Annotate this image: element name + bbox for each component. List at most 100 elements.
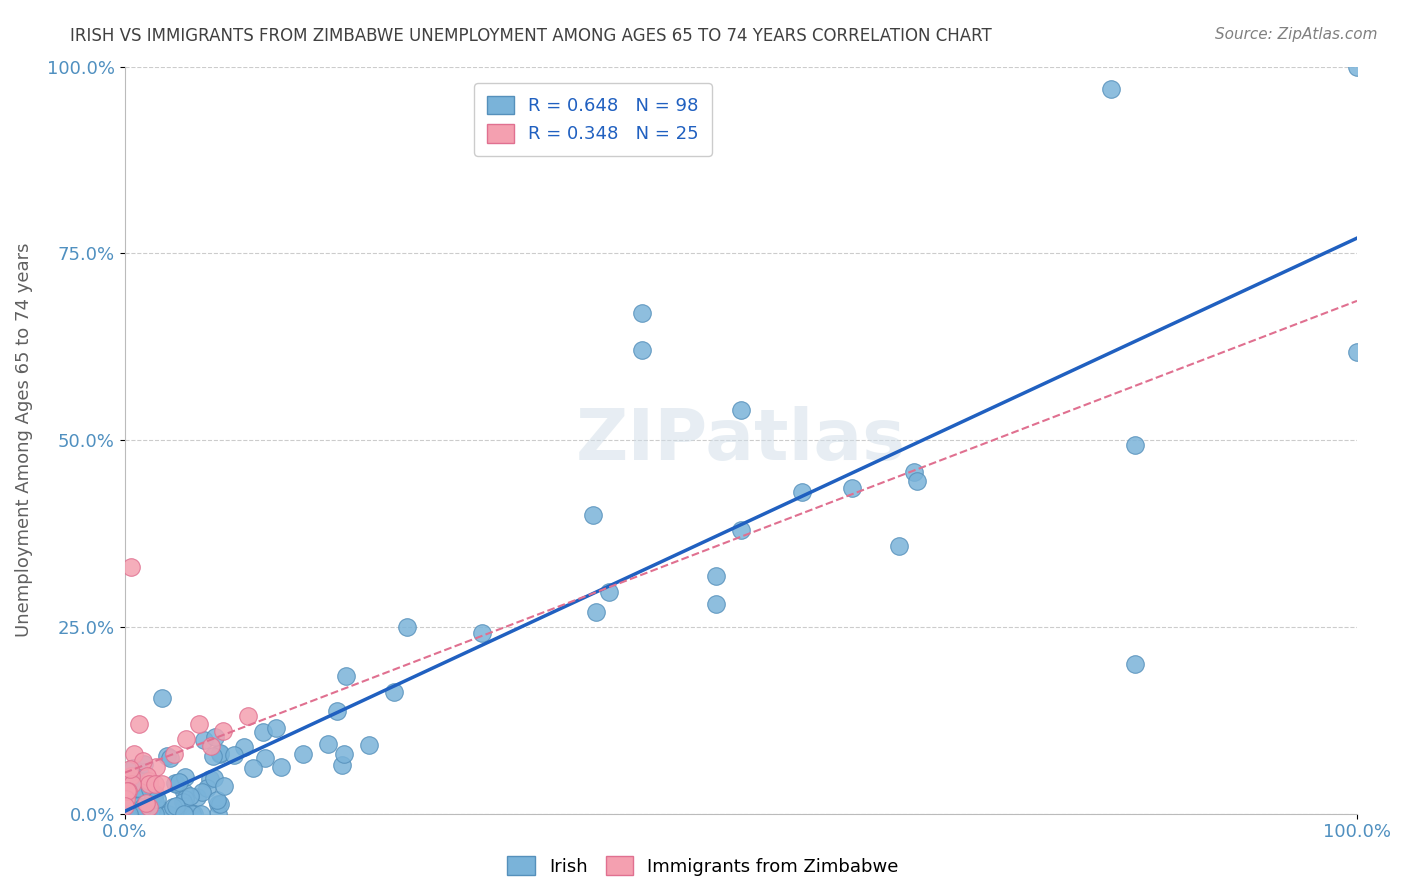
Point xyxy=(1346,60,1368,74)
Point xyxy=(145,791,167,805)
Point xyxy=(138,777,160,791)
Point xyxy=(179,789,201,803)
Point xyxy=(120,797,142,812)
Point xyxy=(585,605,607,619)
Point xyxy=(142,790,165,805)
Point xyxy=(118,806,141,821)
Point xyxy=(132,754,155,768)
Point xyxy=(382,685,405,699)
Point xyxy=(1123,438,1146,452)
Point xyxy=(201,748,224,763)
Point xyxy=(191,785,214,799)
Point xyxy=(292,747,315,762)
Point xyxy=(186,790,208,805)
Point xyxy=(131,784,153,798)
Point xyxy=(134,806,156,821)
Point xyxy=(127,781,149,796)
Point xyxy=(173,785,195,799)
Point xyxy=(163,747,186,761)
Point xyxy=(135,769,157,783)
Point xyxy=(359,738,381,752)
Point xyxy=(316,738,339,752)
Point xyxy=(195,780,218,795)
Point xyxy=(145,760,167,774)
Point xyxy=(792,485,814,500)
Point xyxy=(252,724,274,739)
Point xyxy=(121,777,143,791)
Point xyxy=(167,775,190,789)
Point xyxy=(117,806,139,821)
Point xyxy=(120,769,142,783)
Point xyxy=(224,747,246,762)
Point xyxy=(115,806,138,821)
Point xyxy=(143,796,166,810)
Point xyxy=(207,793,229,807)
Point xyxy=(118,762,141,776)
Point xyxy=(124,747,146,761)
Point xyxy=(122,806,145,821)
Y-axis label: Unemployment Among Ages 65 to 74 years: Unemployment Among Ages 65 to 74 years xyxy=(15,243,32,638)
Point xyxy=(174,731,197,746)
Point xyxy=(128,717,150,731)
Point xyxy=(145,777,167,791)
Point xyxy=(132,757,155,772)
Point xyxy=(131,805,153,819)
Point xyxy=(582,508,605,522)
Point xyxy=(173,770,195,784)
Point xyxy=(335,669,357,683)
Point xyxy=(165,776,187,790)
Point xyxy=(207,797,229,812)
Point xyxy=(174,792,197,806)
Point xyxy=(631,343,654,358)
Point xyxy=(330,757,353,772)
Point xyxy=(631,306,654,320)
Point xyxy=(120,560,142,574)
Point xyxy=(135,806,157,821)
Point xyxy=(162,800,184,814)
Point xyxy=(204,730,226,744)
Point xyxy=(1346,345,1368,359)
Point xyxy=(135,796,157,810)
Point xyxy=(120,777,142,791)
Point xyxy=(115,784,138,798)
Text: Source: ZipAtlas.com: Source: ZipAtlas.com xyxy=(1215,27,1378,42)
Point xyxy=(138,773,160,788)
Point xyxy=(598,585,620,599)
Point xyxy=(173,806,195,821)
Point xyxy=(114,799,136,814)
Point xyxy=(887,539,910,553)
Point xyxy=(233,740,256,755)
Point xyxy=(333,747,356,761)
Point xyxy=(212,724,235,739)
Point xyxy=(207,806,229,821)
Point xyxy=(1123,657,1146,672)
Point xyxy=(122,761,145,775)
Point xyxy=(156,806,179,821)
Point xyxy=(181,806,204,821)
Text: IRISH VS IMMIGRANTS FROM ZIMBABWE UNEMPLOYMENT AMONG AGES 65 TO 74 YEARS CORRELA: IRISH VS IMMIGRANTS FROM ZIMBABWE UNEMPL… xyxy=(70,27,993,45)
Point xyxy=(142,803,165,817)
Point xyxy=(198,772,221,787)
Point xyxy=(704,569,727,583)
Point xyxy=(149,804,172,818)
Point xyxy=(253,751,276,765)
Point xyxy=(264,721,287,735)
Point xyxy=(270,760,292,774)
Point xyxy=(470,625,492,640)
Point xyxy=(903,466,925,480)
Point xyxy=(138,799,160,814)
Text: ZIPatlas: ZIPatlas xyxy=(575,406,905,475)
Point xyxy=(193,733,215,747)
Point xyxy=(905,474,928,488)
Point xyxy=(150,777,173,791)
Point xyxy=(183,806,205,821)
Point xyxy=(129,806,152,821)
Point xyxy=(115,791,138,805)
Point xyxy=(172,796,194,810)
Point xyxy=(730,403,752,417)
Point xyxy=(841,481,863,495)
Point xyxy=(326,705,349,719)
Point xyxy=(236,709,259,723)
Point xyxy=(1099,82,1122,96)
Point xyxy=(730,523,752,537)
